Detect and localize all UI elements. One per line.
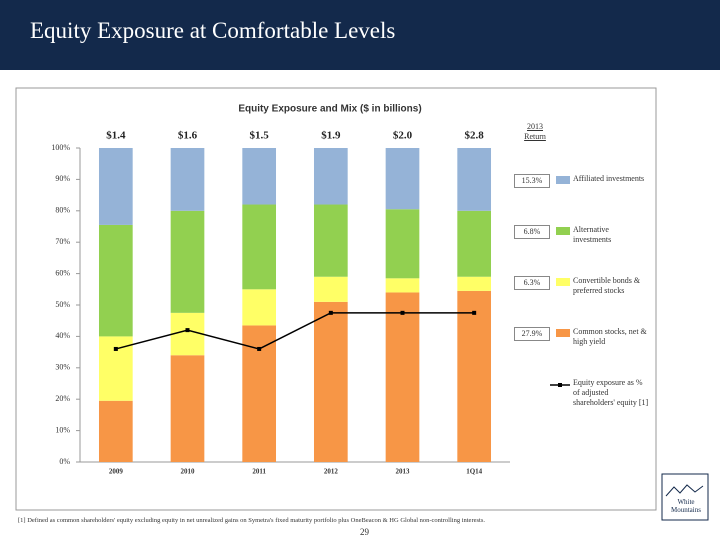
return-value: 27.9% — [514, 327, 550, 341]
slide-title: Equity Exposure at Comfortable Levels — [30, 18, 396, 43]
bar-segment — [170, 355, 205, 462]
bar-segment — [457, 290, 492, 462]
x-tick-label: 2013 — [396, 468, 411, 476]
bar-segment — [98, 400, 133, 462]
legend-swatch — [556, 278, 570, 286]
bar-segment — [385, 209, 420, 279]
legend-swatch — [556, 329, 570, 337]
legend-swatch — [556, 227, 570, 235]
line-marker — [400, 310, 405, 315]
return-value: 6.3% — [514, 276, 550, 290]
top-label: $1.9 — [321, 130, 341, 142]
bar-segment — [170, 312, 205, 356]
top-label: $2.0 — [393, 130, 413, 142]
y-tick-label: 20% — [55, 394, 70, 403]
footnote: [1] Defined as common shareholders' equi… — [18, 517, 485, 524]
x-tick-label: 1Q14 — [466, 468, 482, 476]
top-label: $1.6 — [178, 130, 198, 142]
top-label: $1.5 — [250, 130, 270, 142]
return-value: 15.3% — [514, 174, 550, 188]
y-tick-label: 100% — [51, 143, 70, 152]
y-tick-label: 40% — [55, 331, 70, 340]
bar-segment — [242, 148, 277, 205]
y-tick-label: 0% — [59, 457, 70, 466]
bar-segment — [98, 148, 133, 225]
line-marker — [257, 346, 262, 351]
return-value: 6.8% — [514, 225, 550, 239]
y-tick-label: 50% — [55, 300, 70, 309]
logo-text: White Mountains — [671, 498, 701, 514]
line-marker — [185, 328, 190, 333]
bar-segment — [313, 301, 348, 462]
y-tick-label: 80% — [55, 206, 70, 215]
legend-label: Convertible bonds & preferred stocks — [573, 276, 641, 295]
legend-marker — [558, 383, 562, 387]
bar-segment — [457, 276, 492, 291]
return-header: 2013 Return — [524, 122, 546, 141]
bar-segment — [313, 204, 348, 277]
bar-segment — [385, 148, 420, 210]
legend-label: Equity exposure as % of adjusted shareho… — [573, 378, 649, 407]
bar-segment — [242, 289, 277, 326]
page-number: 29 — [360, 527, 369, 537]
top-label: $2.8 — [465, 130, 485, 142]
y-tick-label: 90% — [55, 174, 70, 183]
x-tick-label: 2009 — [109, 468, 124, 476]
chart-title: Equity Exposure and Mix ($ in billions) — [238, 104, 421, 115]
bar-segment — [385, 292, 420, 462]
legend-label: Common stocks, net & high yield — [573, 327, 647, 346]
line-series — [115, 312, 475, 350]
legend-label: Affiliated investments — [573, 174, 645, 183]
y-tick-label: 10% — [55, 425, 70, 434]
line-marker — [472, 310, 477, 315]
chart-frame — [15, 87, 657, 511]
y-tick-label: 30% — [55, 363, 70, 372]
logo-box — [661, 473, 709, 521]
legend-label: Alternative investments — [573, 225, 612, 244]
y-tick-label: 70% — [55, 237, 70, 246]
bar-segment — [457, 148, 492, 211]
line-marker — [113, 346, 118, 351]
bar-segment — [385, 278, 420, 293]
bar-segment — [170, 148, 205, 211]
y-tick-label: 60% — [55, 268, 70, 277]
logo-mark — [665, 484, 704, 497]
x-tick-label: 2011 — [252, 468, 266, 476]
bar-segment — [313, 276, 348, 302]
line-marker — [328, 310, 333, 315]
x-tick-label: 2010 — [181, 468, 196, 476]
bar-segment — [457, 210, 492, 277]
bar-segment — [313, 148, 348, 205]
bar-segment — [170, 210, 205, 313]
header: Equity Exposure at Comfortable Levels — [0, 0, 720, 70]
bar-segment — [98, 224, 133, 337]
bar-segment — [242, 204, 277, 290]
x-tick-label: 2012 — [324, 468, 339, 476]
legend-swatch — [556, 176, 570, 184]
top-label: $1.4 — [106, 130, 126, 142]
